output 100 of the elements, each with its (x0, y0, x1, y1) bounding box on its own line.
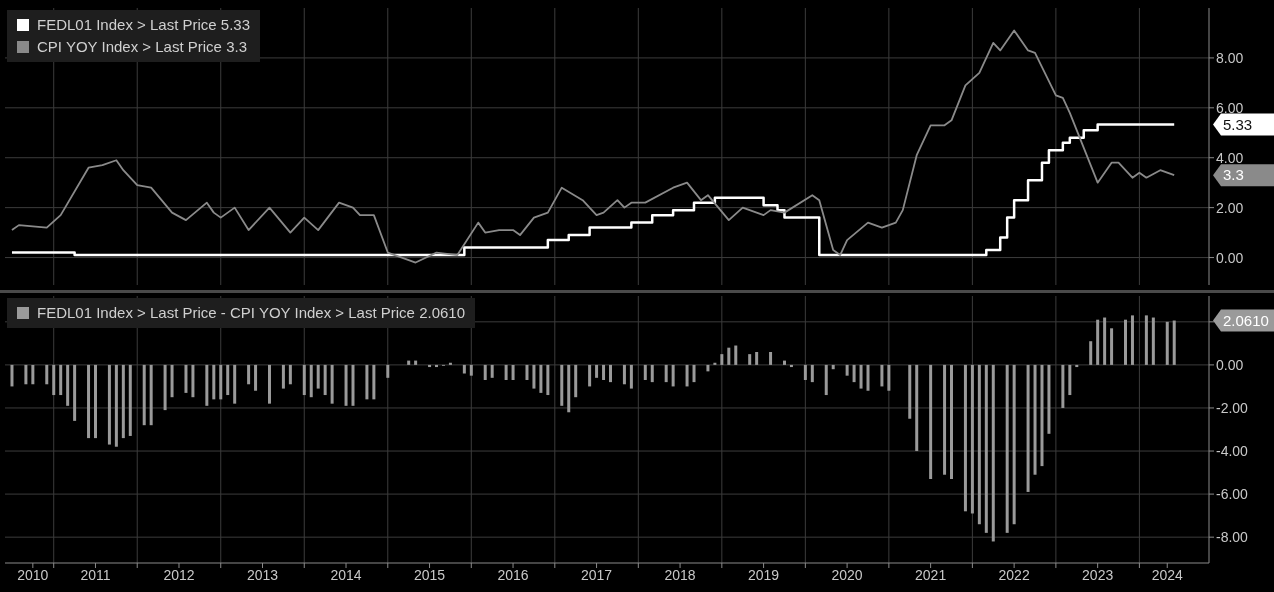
y-tick-label: -4.00 (1216, 443, 1249, 459)
x-tick-label: 2011 (80, 566, 111, 583)
bar (602, 364, 606, 380)
y-tick-label: -6.00 (1216, 486, 1249, 503)
bar (386, 364, 390, 378)
bar (713, 362, 717, 365)
bar (448, 362, 452, 365)
bar (1110, 328, 1114, 365)
bar (1089, 341, 1093, 365)
bar (546, 364, 550, 396)
bar (163, 364, 167, 411)
bar (31, 364, 35, 385)
bar (170, 364, 174, 398)
bar (755, 351, 759, 365)
bar (212, 364, 216, 400)
bar (622, 364, 626, 385)
bar (128, 364, 132, 436)
bar (845, 364, 849, 376)
bar (407, 360, 411, 365)
bar (330, 364, 334, 404)
bar (483, 364, 487, 380)
bar (692, 364, 696, 383)
bar (219, 364, 223, 400)
bar (323, 364, 327, 396)
legend-label: CPI YOY Index > Last Price 3.3 (37, 37, 247, 57)
bar (977, 364, 981, 525)
bar (609, 364, 612, 383)
x-tick-label: 2013 (246, 566, 279, 583)
text: 2.0610 (1223, 311, 1269, 329)
bar (1096, 319, 1100, 365)
bar (281, 364, 285, 389)
bar (915, 364, 919, 452)
bar (866, 364, 870, 391)
bar (428, 364, 432, 368)
bar (629, 364, 633, 389)
bar (184, 364, 188, 393)
bar (588, 364, 592, 387)
bar (1144, 315, 1148, 365)
bar (574, 364, 578, 398)
bar (720, 354, 724, 365)
bar (859, 364, 863, 389)
x-tick-label: 2017 (580, 566, 613, 583)
x-tick-label: 2023 (1082, 566, 1114, 583)
x-tick-label: 2010 (17, 566, 49, 583)
bar (560, 364, 564, 406)
bar (114, 364, 118, 447)
x-tick-label: 2015 (413, 566, 446, 583)
bar (365, 364, 369, 400)
bar (880, 364, 884, 387)
bar (93, 364, 97, 439)
bar (650, 364, 654, 383)
y-tick-label: -2.00 (1216, 399, 1249, 416)
bar (984, 364, 988, 533)
y-tick-label: -8.00 (1216, 529, 1249, 546)
bar (1033, 364, 1037, 475)
bar (511, 364, 515, 380)
y-tick-label: 4.00 (1216, 149, 1244, 166)
bar (706, 364, 710, 372)
bar (595, 364, 599, 378)
text: 5.33 (1223, 115, 1253, 133)
bar (351, 364, 355, 406)
bar (107, 364, 111, 445)
bar (943, 364, 947, 475)
bar (950, 364, 954, 480)
bar (831, 364, 835, 370)
bar (727, 347, 731, 365)
y-tick-label: 0.00 (1216, 249, 1244, 266)
bar (414, 360, 418, 365)
bar (302, 364, 306, 396)
bar (344, 364, 348, 406)
bar (490, 364, 494, 378)
bar (233, 364, 237, 404)
x-tick-label: 2019 (748, 566, 780, 583)
bar (824, 364, 828, 396)
y-tick-label: 8.00 (1216, 49, 1244, 66)
bar (525, 364, 529, 380)
bar (803, 364, 807, 380)
bar (462, 364, 466, 374)
bar (991, 364, 995, 542)
x-tick-label: 2020 (831, 566, 863, 583)
x-tick-label: 2018 (664, 566, 696, 583)
legend-label: FEDL01 Index > Last Price - CPI YOY Index > Last Price 2.0610 (37, 303, 466, 323)
bar (226, 364, 230, 396)
bar (24, 364, 28, 385)
bar (254, 364, 258, 391)
bar (908, 364, 912, 419)
bar (789, 364, 793, 368)
bar (1124, 319, 1128, 365)
x-tick-label: 2022 (998, 566, 1030, 583)
bar (504, 364, 508, 380)
bar (685, 364, 689, 387)
x-tick-label: 2014 (330, 566, 362, 583)
bar (149, 364, 153, 426)
bar (532, 364, 536, 389)
bar (887, 364, 891, 391)
bar (142, 364, 146, 426)
y-tick-label: 0.00 (1216, 356, 1244, 373)
line-series (11, 29, 1176, 264)
bar (191, 364, 195, 398)
bar (52, 364, 56, 396)
